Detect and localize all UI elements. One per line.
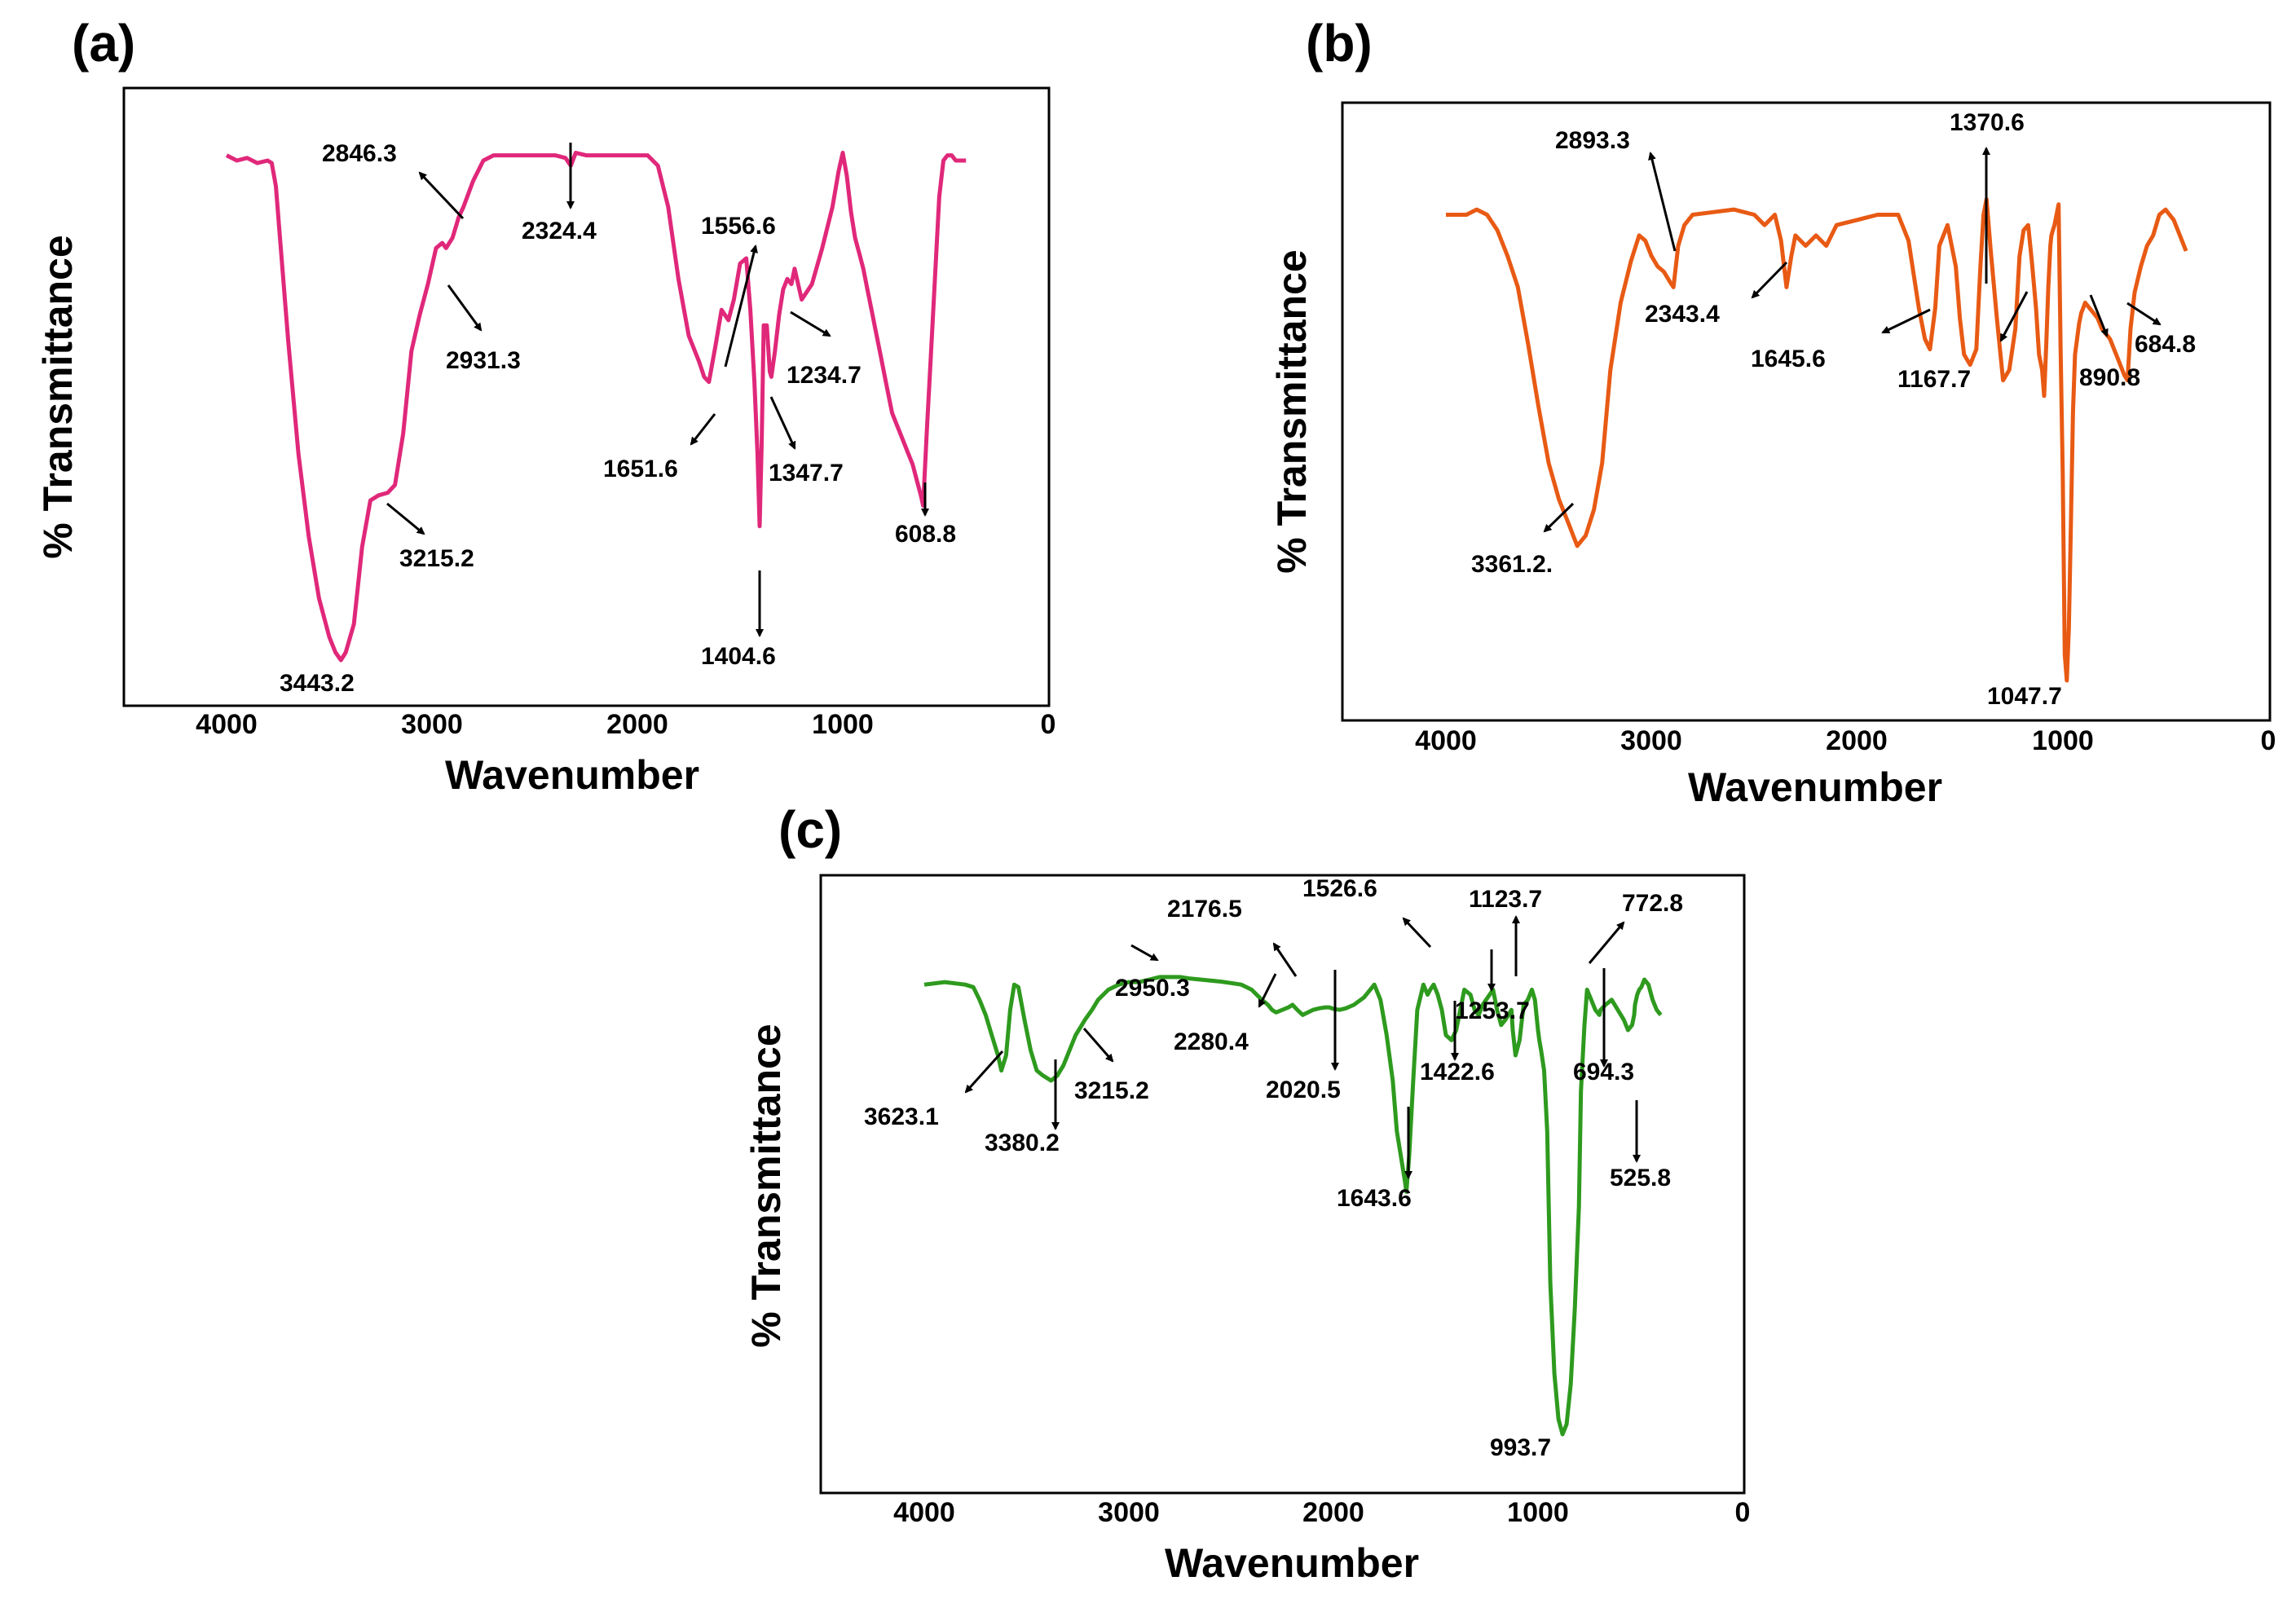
panel-b: (b) % Transmittance Wavenumber 4000 3000… <box>1269 14 2276 810</box>
plot-frame-a <box>122 86 1051 707</box>
peak-arrow <box>1258 973 1277 1008</box>
x-tick-label: 3000 <box>401 709 463 740</box>
x-tick-label: 4000 <box>196 709 258 740</box>
peak-label: 2343.4 <box>1645 301 1720 328</box>
series-line-a <box>225 151 967 663</box>
peak-arrow <box>1648 152 1677 252</box>
peak-label: 2893.3 <box>1555 127 1630 154</box>
x-axis-title-a: Wavenumber <box>445 752 699 798</box>
peak-label: 772.8 <box>1622 890 1683 917</box>
peak-label: 2846.3 <box>322 140 397 167</box>
series-line-c <box>923 975 1663 1437</box>
x-axis-title-b: Wavenumber <box>1688 764 1942 810</box>
panel-a: (a) % Transmittance Wavenumber 4000 3000… <box>35 14 1055 798</box>
peak-label: 608.8 <box>895 521 956 548</box>
x-tick-label: 1000 <box>2032 725 2094 756</box>
peak-annotations-a: 2846.3 2324.4 2931.3 3215.2 3443.2 1556.… <box>280 140 956 697</box>
peak-arrow <box>1543 502 1575 533</box>
peak-arrow <box>2126 302 2162 326</box>
peak-label: 2931.3 <box>446 347 521 374</box>
peak-label: 1047.7 <box>1987 683 2062 710</box>
series-line-b <box>1446 197 2188 683</box>
peak-arrow <box>418 171 465 220</box>
peak-label: 1526.6 <box>1302 875 1377 902</box>
peak-arrow <box>1751 261 1788 299</box>
x-tick-label: 2000 <box>1302 1497 1364 1528</box>
peak-annotations-b: 2893.3 1370.6 2343.4 1645.6 1167.7 890.8… <box>1471 109 2196 710</box>
x-tick-label: 2000 <box>606 709 668 740</box>
peak-label: 1123.7 <box>1469 886 1542 913</box>
x-axis-title-c: Wavenumber <box>1165 1540 1419 1586</box>
peak-label: 3380.2 <box>985 1130 1060 1156</box>
peak-arrow <box>1402 917 1432 949</box>
peak-arrow <box>1272 942 1298 977</box>
peak-label: 1404.6 <box>701 643 776 670</box>
x-tick-label: 0 <box>1041 709 1056 740</box>
peak-arrow <box>769 396 796 450</box>
panel-label-c: (c) <box>778 800 842 859</box>
peak-arrow <box>1588 921 1625 964</box>
peak-label: 3215.2 <box>1074 1077 1149 1104</box>
peak-label: 694.3 <box>1573 1059 1634 1086</box>
x-ticks-b: 4000 3000 2000 1000 0 <box>1415 725 2276 756</box>
peak-arrow <box>1130 944 1159 962</box>
peak-label: 525.8 <box>1610 1165 1671 1191</box>
peak-annotations-c: 2176.5 1526.6 1123.7 772.8 2950.3 2280.4… <box>864 875 1683 1461</box>
x-tick-label: 4000 <box>1415 725 1477 756</box>
peak-arrow <box>447 284 483 332</box>
y-axis-title-a: % Transmittance <box>35 235 81 558</box>
peak-arrow <box>1999 291 2029 342</box>
panel-label-b: (b) <box>1306 14 1373 73</box>
x-ticks-a: 4000 3000 2000 1000 0 <box>196 709 1055 740</box>
y-axis-title-c: % Transmittance <box>743 1024 789 1347</box>
peak-arrow <box>964 1050 1004 1094</box>
peak-label: 1422.6 <box>1420 1059 1495 1086</box>
peak-label: 3443.2 <box>280 670 355 697</box>
peak-label: 2176.5 <box>1167 896 1242 923</box>
peak-arrow <box>690 413 716 446</box>
x-tick-label: 1000 <box>1507 1497 1569 1528</box>
x-tick-label: 0 <box>2261 725 2276 756</box>
peak-label: 3361.2. <box>1471 551 1553 578</box>
peak-label: 2280.4 <box>1174 1028 1249 1055</box>
peak-label: 3623.1 <box>864 1103 939 1130</box>
peak-label: 1167.7 <box>1897 366 1971 393</box>
x-tick-label: 2000 <box>1826 725 1888 756</box>
panel-label-a: (a) <box>72 14 135 73</box>
peak-label: 1651.6 <box>603 456 678 482</box>
x-tick-label: 1000 <box>812 709 874 740</box>
peak-arrow <box>1881 308 1931 334</box>
peak-arrow <box>790 310 831 337</box>
peak-label: 1556.6 <box>701 213 776 240</box>
x-ticks-c: 4000 3000 2000 1000 0 <box>893 1497 1750 1528</box>
peak-label: 1253.7 <box>1455 997 1530 1024</box>
peak-label: 1234.7 <box>787 362 862 389</box>
panel-c: (c) % Transmittance Wavenumber 4000 3000… <box>743 800 1750 1586</box>
peak-label: 684.8 <box>2135 331 2196 358</box>
peak-arrow <box>724 244 758 368</box>
x-tick-label: 0 <box>1735 1497 1751 1528</box>
peak-arrow <box>1082 1028 1114 1063</box>
x-tick-label: 3000 <box>1098 1497 1160 1528</box>
peak-label: 1643.6 <box>1337 1185 1412 1212</box>
peak-label: 1370.6 <box>1950 109 2025 136</box>
x-tick-label: 3000 <box>1620 725 1682 756</box>
peak-label: 2020.5 <box>1266 1077 1341 1103</box>
peak-label: 1645.6 <box>1751 346 1826 372</box>
peak-label: 2324.4 <box>522 218 597 244</box>
peak-arrow <box>386 502 425 535</box>
peak-label: 3215.2 <box>399 545 474 572</box>
x-tick-label: 4000 <box>893 1497 955 1528</box>
plot-frame-b <box>1341 101 2272 722</box>
plot-frame-c <box>819 874 1746 1495</box>
peak-label: 2950.3 <box>1115 975 1190 1002</box>
peak-label: 890.8 <box>2079 364 2140 391</box>
y-axis-title-b: % Transmittance <box>1269 249 1315 573</box>
peak-arrow <box>2089 294 2109 337</box>
peak-label: 1347.7 <box>769 460 844 487</box>
peak-label: 993.7 <box>1490 1434 1551 1461</box>
